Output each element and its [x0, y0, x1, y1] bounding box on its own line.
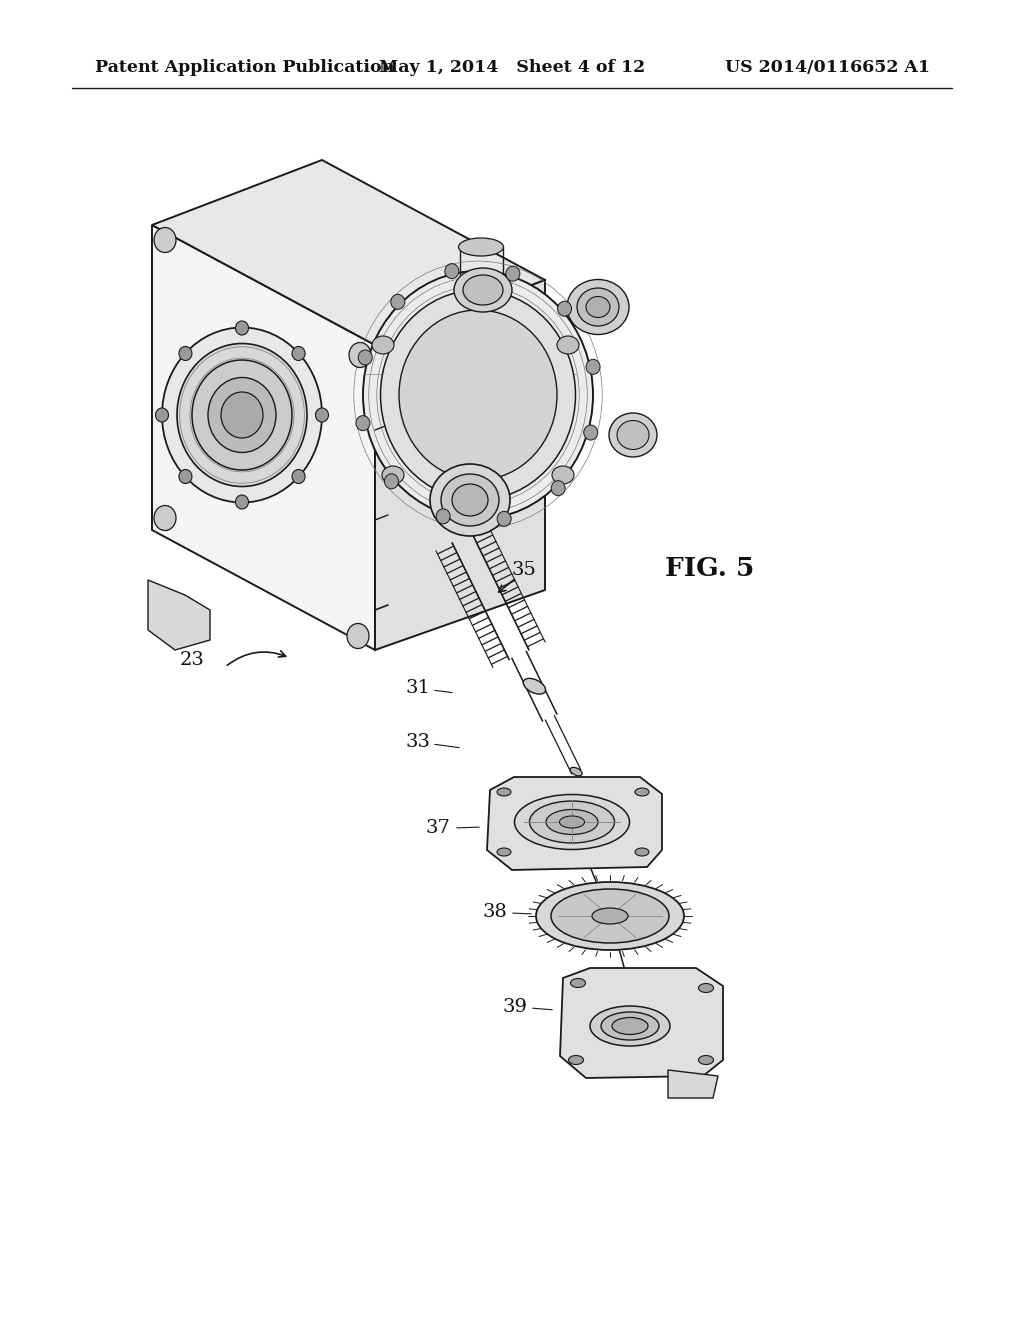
Ellipse shape: [236, 321, 249, 335]
Ellipse shape: [356, 416, 370, 430]
Ellipse shape: [156, 408, 169, 422]
Ellipse shape: [592, 908, 628, 924]
Text: 23: 23: [179, 651, 205, 669]
Ellipse shape: [436, 508, 451, 524]
Text: May 1, 2014   Sheet 4 of 12: May 1, 2014 Sheet 4 of 12: [379, 59, 645, 77]
Text: Patent Application Publication: Patent Application Publication: [95, 59, 394, 77]
Ellipse shape: [154, 227, 176, 252]
Text: 38: 38: [482, 903, 508, 921]
Polygon shape: [487, 777, 662, 870]
Ellipse shape: [292, 470, 305, 483]
Ellipse shape: [568, 1056, 584, 1064]
Ellipse shape: [586, 359, 600, 375]
Ellipse shape: [551, 888, 669, 942]
Ellipse shape: [452, 484, 488, 516]
Ellipse shape: [221, 392, 263, 438]
Ellipse shape: [454, 268, 512, 312]
Polygon shape: [152, 160, 545, 345]
Text: 37: 37: [426, 818, 451, 837]
Ellipse shape: [358, 350, 373, 364]
Text: 39: 39: [503, 998, 527, 1016]
Text: 33: 33: [406, 733, 430, 751]
Ellipse shape: [444, 264, 459, 279]
Ellipse shape: [567, 280, 629, 334]
Ellipse shape: [372, 337, 394, 354]
Ellipse shape: [381, 290, 575, 500]
Ellipse shape: [315, 408, 329, 422]
Ellipse shape: [559, 816, 585, 828]
Ellipse shape: [612, 1018, 648, 1035]
Ellipse shape: [399, 310, 557, 480]
Polygon shape: [152, 224, 375, 649]
Ellipse shape: [536, 882, 684, 950]
Ellipse shape: [349, 342, 371, 367]
Ellipse shape: [362, 271, 593, 519]
Ellipse shape: [590, 1006, 670, 1045]
Ellipse shape: [557, 337, 579, 354]
Ellipse shape: [154, 506, 176, 531]
Ellipse shape: [529, 801, 614, 843]
Ellipse shape: [552, 466, 574, 484]
Ellipse shape: [506, 267, 520, 281]
Ellipse shape: [617, 421, 649, 450]
Ellipse shape: [635, 788, 649, 796]
Ellipse shape: [546, 809, 598, 834]
Polygon shape: [668, 1071, 718, 1098]
Ellipse shape: [570, 767, 583, 776]
Ellipse shape: [514, 795, 630, 850]
Ellipse shape: [584, 425, 598, 440]
Ellipse shape: [384, 474, 398, 488]
Ellipse shape: [601, 1012, 659, 1040]
Ellipse shape: [577, 288, 618, 326]
Ellipse shape: [430, 465, 510, 536]
Ellipse shape: [609, 413, 657, 457]
Text: 31: 31: [406, 678, 430, 697]
Ellipse shape: [498, 511, 511, 527]
Polygon shape: [375, 280, 545, 649]
Ellipse shape: [523, 678, 546, 694]
Ellipse shape: [570, 978, 586, 987]
Ellipse shape: [391, 294, 404, 309]
Ellipse shape: [177, 343, 307, 487]
Ellipse shape: [497, 788, 511, 796]
Ellipse shape: [347, 623, 369, 648]
Text: US 2014/0116652 A1: US 2014/0116652 A1: [725, 59, 930, 77]
Ellipse shape: [586, 297, 610, 318]
Ellipse shape: [698, 1056, 714, 1064]
Polygon shape: [148, 579, 210, 649]
Ellipse shape: [557, 301, 571, 317]
Ellipse shape: [441, 474, 499, 525]
Text: 35: 35: [512, 561, 537, 579]
Ellipse shape: [551, 480, 565, 496]
Ellipse shape: [698, 983, 714, 993]
Ellipse shape: [382, 466, 404, 484]
Text: FIG. 5: FIG. 5: [666, 556, 755, 581]
Ellipse shape: [635, 847, 649, 855]
Polygon shape: [560, 968, 723, 1078]
Ellipse shape: [208, 378, 276, 453]
Ellipse shape: [292, 346, 305, 360]
Ellipse shape: [193, 360, 292, 470]
Ellipse shape: [179, 470, 191, 483]
Ellipse shape: [459, 238, 504, 256]
Ellipse shape: [497, 847, 511, 855]
Ellipse shape: [463, 275, 503, 305]
Ellipse shape: [179, 346, 191, 360]
Ellipse shape: [236, 495, 249, 510]
Ellipse shape: [162, 327, 322, 503]
